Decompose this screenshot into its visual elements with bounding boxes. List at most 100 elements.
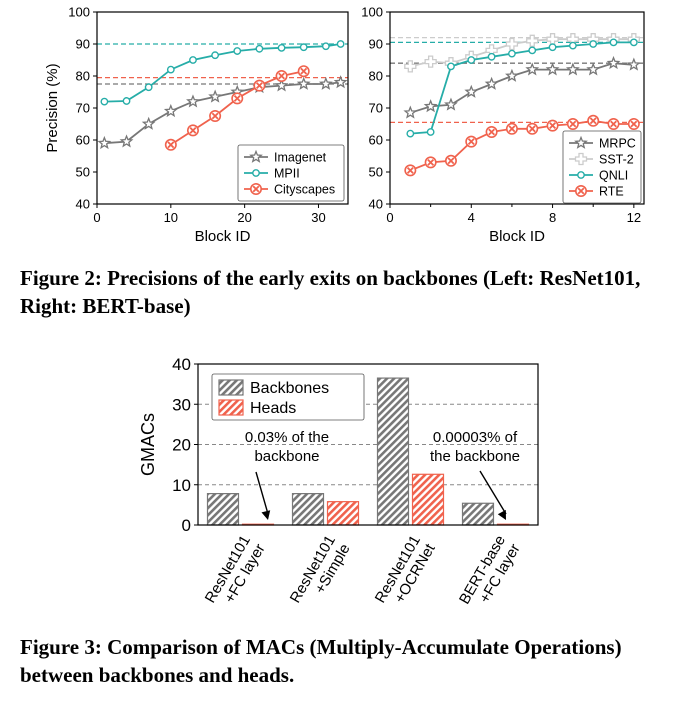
annotation-arrow: [479, 470, 507, 515]
mrpc-point: [464, 84, 479, 98]
qnli-line: [410, 41, 634, 135]
legend-label-heads: Heads: [250, 400, 296, 417]
heads-bar: [411, 473, 445, 526]
mrpc-point: [626, 57, 641, 71]
mpii-point: [299, 43, 308, 52]
y-tick-label: 70: [76, 101, 90, 116]
cityscapes-point-cross: [300, 67, 308, 75]
legend-marker-imagenet: [249, 149, 263, 163]
qnli-point: [426, 128, 435, 136]
mrpc-point: [545, 62, 560, 76]
qnli-point: [447, 62, 455, 71]
qnli-point: [508, 49, 516, 58]
rte-point-cross: [630, 120, 638, 128]
imagenet-point: [333, 75, 348, 89]
cityscapes-point-cross: [211, 112, 219, 120]
cityscapes-point-cross: [278, 72, 285, 80]
qnli-point: [548, 43, 557, 52]
backbones-bar: [376, 377, 410, 526]
x-tick-label: 4: [468, 210, 475, 225]
legend-label-mrpc: MRPC: [599, 137, 636, 151]
legend-swatch-heads: [218, 399, 244, 416]
mpii-point: [233, 47, 242, 55]
imagenet-point: [208, 89, 223, 103]
imagenet-point: [163, 103, 178, 118]
qnli-point: [406, 129, 415, 138]
heads-bar: [326, 501, 360, 526]
rte-point-cross: [447, 157, 455, 165]
x-axis-label: Block ID: [195, 228, 251, 245]
annotation-arrowhead: [261, 510, 271, 520]
qnli-point: [589, 40, 598, 48]
mpii-point: [277, 43, 286, 52]
qnli-point: [629, 38, 638, 47]
rte-point-cross: [589, 117, 597, 125]
legend-box: [562, 130, 642, 204]
sst-2-point: [505, 37, 519, 51]
y-tick-label: 20: [172, 436, 191, 455]
qnli-point: [487, 52, 496, 61]
imagenet-line: [104, 81, 341, 145]
annotation-text: 0.00003% of: [433, 429, 518, 446]
backbones-bar: [291, 493, 325, 526]
annotation-text: the backbone: [430, 448, 520, 465]
y-tick-label: 40: [369, 197, 383, 212]
mrpc-point: [484, 76, 499, 90]
x-tick-label: 8: [549, 210, 556, 225]
mpii-point: [144, 83, 153, 92]
y-tick-label: 50: [369, 165, 383, 180]
y-tick-label: 100: [361, 5, 383, 20]
legend-label-cityscapes: Cityscapes: [274, 183, 335, 197]
rte-point-cross: [406, 166, 414, 174]
imagenet-point: [141, 116, 156, 130]
legend-marker-mrpc: [574, 135, 588, 149]
y-tick-label: 100: [68, 5, 90, 20]
mpii-point: [100, 97, 109, 106]
rte-point-cross: [488, 128, 496, 136]
qnli-point: [568, 41, 577, 50]
cityscapes-point-cross: [255, 82, 263, 90]
qnli-point: [528, 46, 537, 55]
imagenet-point: [119, 134, 134, 148]
mrpc-point: [505, 68, 519, 82]
x-tick-label: 0: [93, 210, 100, 225]
qnli-point: [467, 56, 476, 64]
legend-swatch-backbones: [218, 379, 244, 396]
qnli-point: [609, 38, 618, 47]
cityscapes-point-cross: [233, 94, 241, 102]
rte-point-cross: [427, 158, 435, 166]
mpii-point: [255, 44, 264, 53]
x-tick-label: 0: [386, 210, 393, 225]
mrpc-point: [525, 62, 540, 76]
legend-marker-cityscapes-cross: [252, 185, 260, 193]
x-axis-label: Block ID: [489, 228, 545, 245]
rte-point-cross: [569, 120, 577, 128]
y-tick-label: 0: [182, 516, 191, 535]
rte-point-cross: [610, 120, 617, 128]
y-axis-label: GMACs: [138, 413, 158, 476]
mrpc-point: [565, 62, 580, 76]
x-tick-label: 10: [164, 210, 178, 225]
annotation-text: 0.03% of the: [245, 429, 329, 446]
legend-marker-rte-cross: [577, 187, 585, 195]
sst-2-point: [404, 60, 417, 73]
mpii-point: [189, 56, 197, 64]
imagenet-point: [296, 76, 311, 90]
mrpc-point: [586, 62, 601, 76]
y-tick-label: 90: [369, 37, 383, 52]
y-tick-label: 40: [172, 355, 191, 374]
category-label: ResNet101+OCRNet: [372, 532, 439, 615]
sst-2-point: [526, 34, 539, 47]
legend-marker-sst-2: [574, 152, 588, 166]
category-label: BERT-base+FC layer: [456, 532, 524, 615]
mpii-point: [211, 51, 220, 60]
rte-point-cross: [528, 125, 536, 133]
backbones-bar: [461, 502, 495, 526]
legend-label-sst-2: SST-2: [599, 153, 634, 167]
rte-point-cross: [549, 122, 556, 130]
imagenet-point: [97, 135, 112, 150]
legend-label-qnli: QNLI: [599, 169, 628, 183]
left-precision-chart: 40 50 60 70 80 90 100 0 10 20 30 Block ID Precision …: [44, 5, 349, 245]
mrpc-point: [606, 55, 621, 70]
